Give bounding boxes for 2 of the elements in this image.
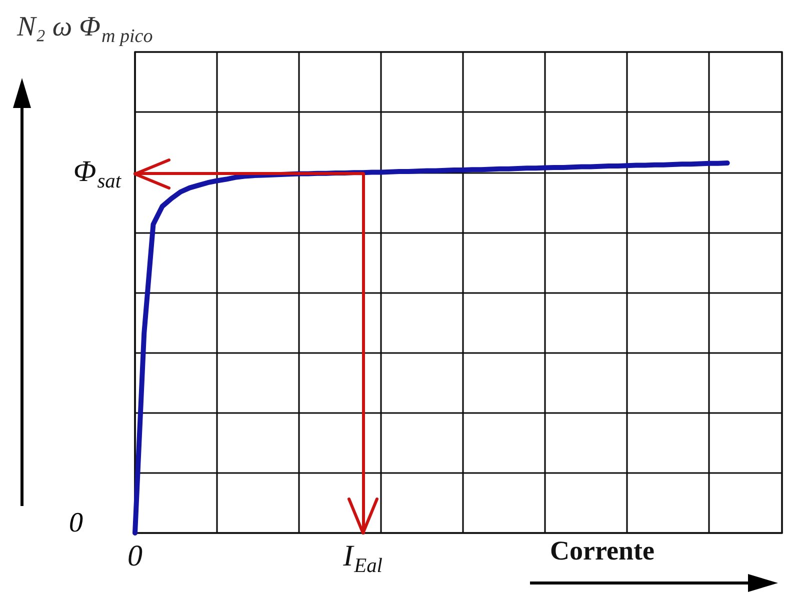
text: 0 bbox=[69, 508, 83, 538]
x-axis-title: Corrente bbox=[550, 536, 654, 566]
